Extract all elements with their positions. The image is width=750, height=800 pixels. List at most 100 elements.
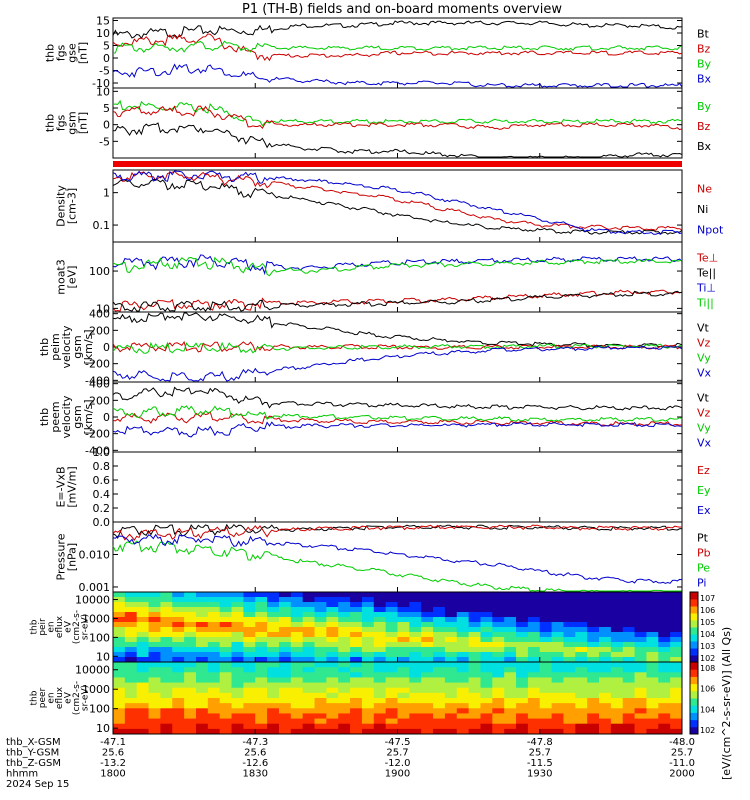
spectrogram-cell [278,632,292,638]
spectrogram-cell [338,662,351,668]
spectrogram-cell [599,657,612,663]
panel-frame [112,169,683,243]
spectrogram-cell [516,713,529,720]
spectrogram-cell [670,612,683,618]
spectrogram-cell [361,708,375,714]
spectrogram-cell [160,617,173,623]
series-line-Vy [112,405,683,422]
spectrogram-cell [290,692,304,699]
spectrogram-cell [124,617,138,623]
spectrogram-cell [646,657,659,663]
spectrogram-cell [350,692,363,699]
spectrogram-cell [148,677,161,684]
spectrogram-cell [361,692,375,699]
spectrogram-cell [338,682,351,689]
spectrogram-cell [136,647,150,653]
spectrogram-cell [136,652,150,658]
spectrogram-cell [670,708,683,714]
spectrogram-cell [539,632,553,638]
spectrogram-cell [563,647,576,653]
colorbar-tick-label: 103 [700,642,715,651]
spectrogram-cell [148,652,161,658]
spectrogram-cell [610,692,624,699]
spectrogram-cell [148,592,161,598]
spectrogram-cell [397,687,410,694]
panel-frame [112,451,683,523]
spectrogram-cell [219,632,233,638]
spectrogram-cell [195,667,209,673]
spectrogram-cell [634,622,647,628]
spectrogram-cell [350,682,363,689]
spectrogram-cell [207,687,221,694]
spectrogram-cell [456,622,470,628]
spectrogram-cell [551,622,564,628]
spectrogram-cell [350,632,363,638]
spectrogram-cell [373,607,387,613]
spectrogram-cell [622,703,636,709]
spectrogram-cell [113,682,126,689]
spectrogram-cell [670,652,683,658]
spectrogram-cell [302,723,316,730]
spectrogram-cell [195,627,209,633]
spectrogram-cell [350,637,363,643]
spectrogram-cell [338,607,351,613]
spectrogram-cell [516,708,529,714]
spectrogram-cell [610,617,624,623]
spectrogram-cell [433,617,446,623]
spectrogram-cell [480,632,493,638]
spectrogram-cell [551,642,564,648]
spectrogram-cell [516,698,529,704]
spectrogram-cell [160,713,173,720]
spectrogram-cell [207,652,221,658]
spectrogram-cell [373,708,387,714]
spectrogram-cell [195,607,209,613]
spectrogram-cell [231,642,244,648]
spectrogram-cell [373,602,387,608]
spectrogram-cell [385,637,398,643]
spectrogram-cell [622,682,636,689]
x-tick-label: -13.2 [100,758,126,769]
spectrogram-cell [634,708,647,714]
spectrogram-cell [516,672,529,678]
spectrogram-cell [326,647,339,653]
spectrogram-cell [326,677,339,684]
spectrogram-cell [551,632,564,638]
spectrogram-cell [136,728,150,735]
spectrogram-cell [267,642,280,648]
x-tick-label: -12.6 [242,758,268,769]
spectrogram-cell [385,692,398,699]
spectrogram-cell [539,592,553,598]
panel-peim_vel: 4002000-200-400thbpeimvelocitygsm[km/s]V… [38,308,712,388]
spectrogram-cell [148,662,161,668]
spectrogram-cell [148,723,161,730]
spectrogram-cell [184,652,197,658]
spectrogram-cell [622,642,636,648]
x-tick-label: 1800 [100,769,125,780]
spectrogram-cell [338,672,351,678]
spectrogram-cell [480,602,493,608]
x-tick-label: 25.6 [244,748,266,759]
spectrogram-cell [231,677,244,684]
spectrogram-cell [184,637,197,643]
spectrogram-cell [113,617,126,623]
y-axis-label: gsm [66,111,79,134]
spectrogram-cell [278,592,292,598]
spectrogram-cell [373,662,387,668]
spectrogram-cell [468,637,481,643]
spectrogram-cell [243,713,256,720]
spectrogram-cell [172,723,185,730]
spectrogram-cell [373,612,387,618]
spectrogram-cell [480,692,493,699]
spectrogram-cell [338,612,351,618]
spectrogram-cell [444,662,458,668]
spectrogram-cell [350,698,363,704]
spectrogram-cell [278,607,292,613]
y-tick-label: 10 [96,302,110,315]
spectrogram-cell [124,677,138,684]
spectrogram-cell [255,713,268,720]
legend-label: Vz [697,407,711,420]
y-tick-label: 200 [89,394,110,407]
spectrogram-cell [373,632,387,638]
spectrogram-cell [409,607,422,613]
spectrogram-cell [302,682,316,689]
